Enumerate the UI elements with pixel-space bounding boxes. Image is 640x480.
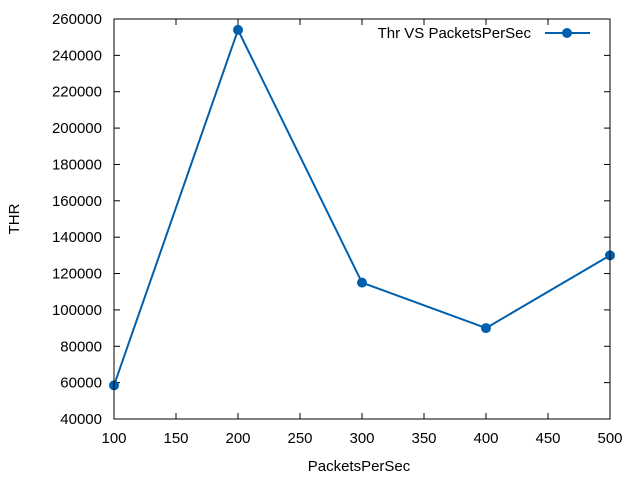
x-tick-label: 200: [225, 430, 250, 447]
x-tick-label: 450: [535, 430, 560, 447]
y-tick-label: 200000: [52, 120, 102, 137]
data-point: [357, 277, 367, 288]
y-tick-label: 80000: [60, 338, 102, 355]
data-point: [233, 24, 243, 35]
x-axis-label: PacketsPerSec: [308, 458, 411, 475]
data-point: [481, 323, 491, 334]
y-tick-label: 40000: [60, 411, 102, 428]
x-tick-label: 100: [101, 430, 126, 447]
x-tick-label: 500: [597, 430, 622, 447]
y-tick-label: 220000: [52, 84, 102, 101]
y-tick-label: 160000: [52, 193, 102, 210]
x-tick-label: 250: [287, 430, 312, 447]
y-axis-label: THR: [6, 203, 23, 234]
x-tick-label: 150: [163, 430, 188, 447]
legend: Thr VS PacketsPerSec: [378, 25, 590, 42]
y-tick-label: 100000: [52, 302, 102, 319]
y-tick-label: 240000: [52, 47, 102, 64]
y-tick-label: 120000: [52, 266, 102, 283]
y-tick-label: 180000: [52, 156, 102, 173]
x-tick-label: 400: [473, 430, 498, 447]
y-tick-label: 140000: [52, 229, 102, 246]
plot-frame: [113, 18, 611, 420]
x-tick-label: 300: [349, 430, 374, 447]
y-tick-label: 60000: [60, 375, 102, 392]
y-tick-label: 260000: [52, 11, 102, 28]
legend-label: Thr VS PacketsPerSec: [378, 25, 532, 42]
series-layer: [109, 24, 615, 391]
legend-marker: [562, 28, 572, 38]
x-tick-label: 350: [411, 430, 436, 447]
axis-ticks: 100 150 200 250 300 350 400 450 500 40000 60000 800…: [52, 11, 623, 447]
